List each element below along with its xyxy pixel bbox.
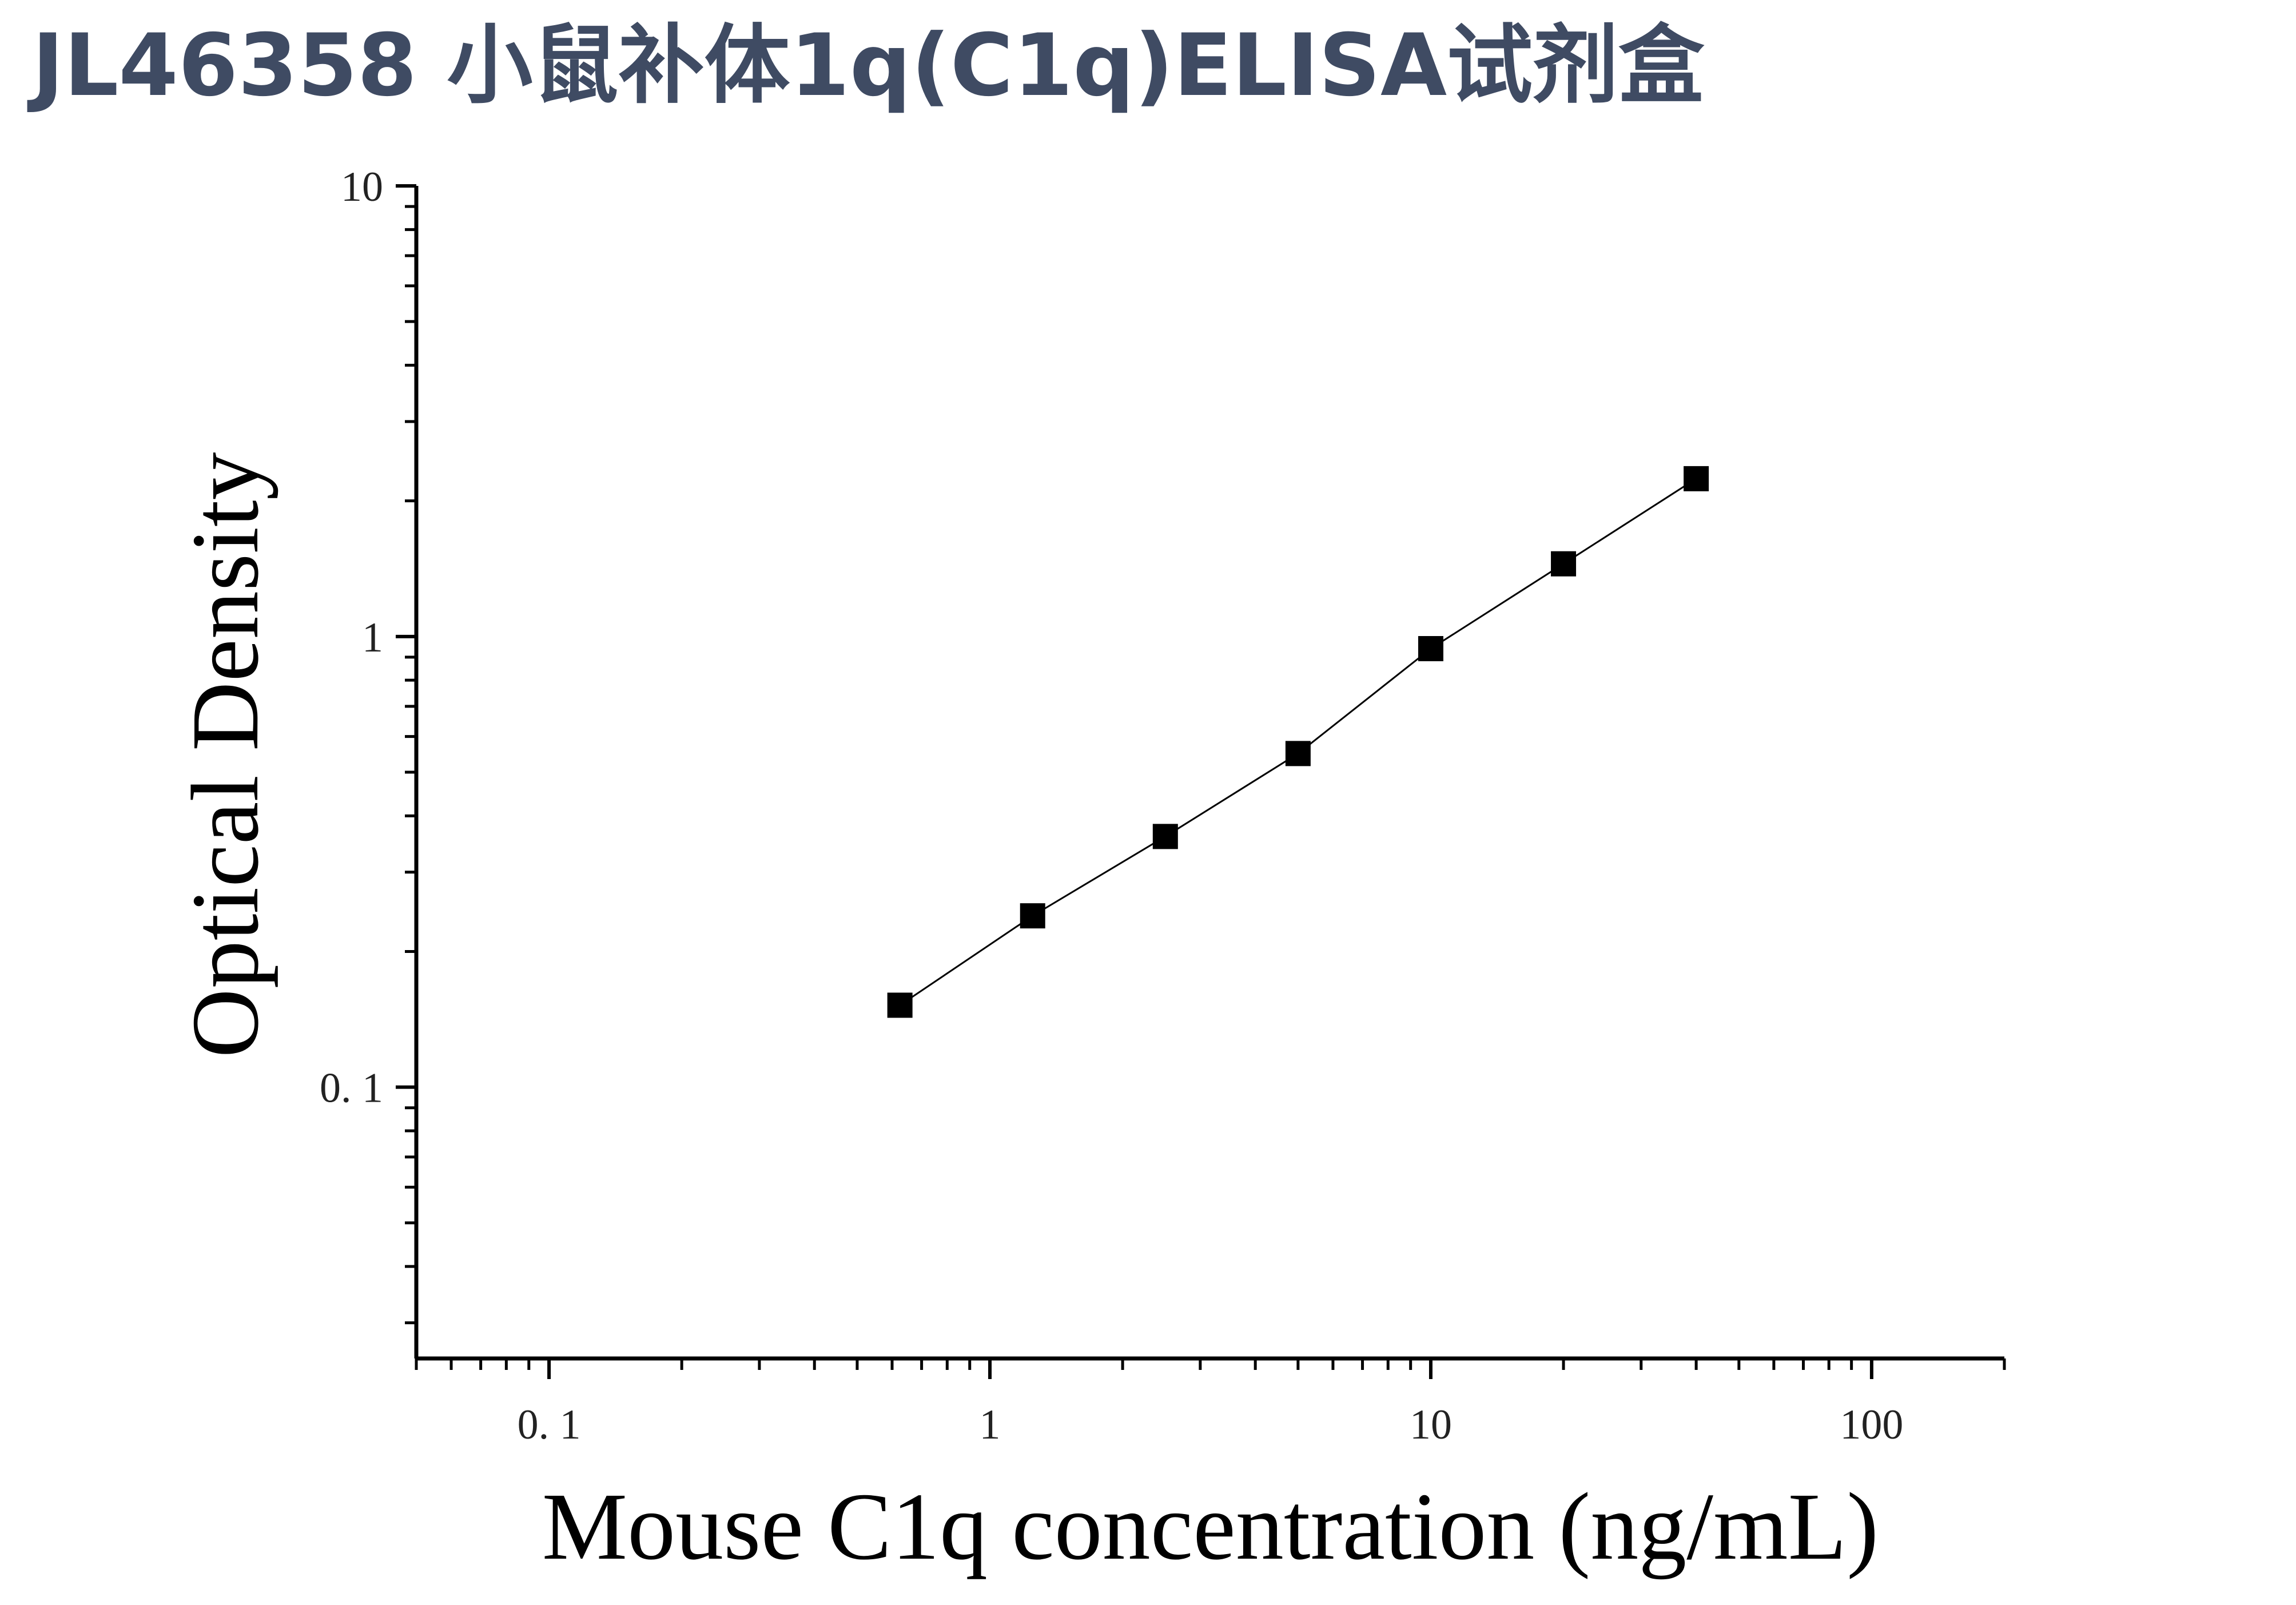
y-tick-label: 0. 1 [320, 1065, 383, 1112]
data-point [1152, 824, 1178, 849]
data-point [1285, 741, 1311, 766]
x-tick-label: 10 [1410, 1401, 1452, 1448]
y-tick-labels: 0. 1 1 10 [320, 164, 383, 1112]
y-tick-label: 10 [341, 164, 383, 210]
y-axis-title: Optical Density [172, 452, 278, 1058]
data-point [1684, 466, 1709, 491]
data-points [887, 466, 1709, 1018]
data-point [887, 992, 913, 1018]
major-ticks [396, 184, 1873, 1379]
minor-ticks [405, 205, 2006, 1370]
data-point [1551, 551, 1577, 577]
x-tick-label: 0. 1 [518, 1401, 581, 1448]
x-tick-label: 100 [1840, 1401, 1903, 1448]
x-tick-labels: 0. 1 1 10 100 [518, 1401, 1904, 1448]
y-tick-label: 1 [362, 614, 383, 661]
x-tick-label: 1 [980, 1401, 1001, 1448]
page-title: JL46358 小鼠补体1q(C1q)ELISA试剂盒 [32, 16, 1705, 116]
x-axis-title: Mouse C1q concentration (ng/mL) [542, 1473, 1879, 1580]
data-point [1020, 903, 1045, 929]
data-point [1418, 636, 1443, 662]
